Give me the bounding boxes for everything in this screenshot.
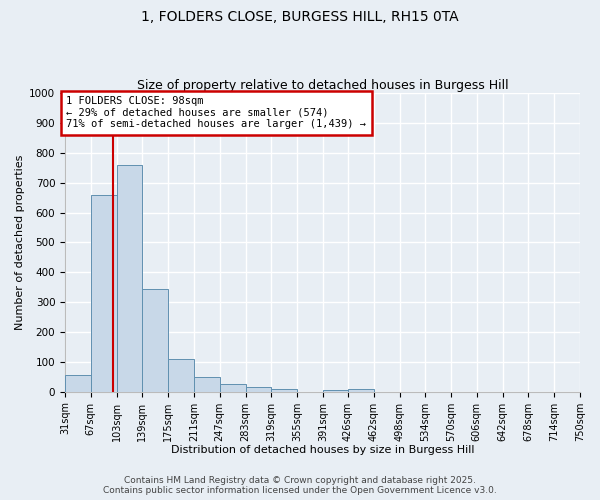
Bar (245, 388, 271, 392)
Bar (116, 165, 142, 392)
Text: Contains HM Land Registry data © Crown copyright and database right 2025.
Contai: Contains HM Land Registry data © Crown c… (103, 476, 497, 495)
Bar (220, 384, 245, 392)
Text: 1, FOLDERS CLOSE, BURGESS HILL, RH15 0TA: 1, FOLDERS CLOSE, BURGESS HILL, RH15 0TA (141, 10, 459, 24)
Title: Size of property relative to detached houses in Burgess Hill: Size of property relative to detached ho… (137, 79, 508, 92)
Bar (271, 389, 297, 392)
Bar (91, 194, 116, 392)
Bar (323, 390, 348, 392)
Bar (65, 376, 91, 392)
Bar (194, 377, 220, 392)
Bar (348, 389, 374, 392)
Bar (142, 288, 168, 392)
Bar (168, 359, 194, 392)
Y-axis label: Number of detached properties: Number of detached properties (15, 155, 25, 330)
X-axis label: Distribution of detached houses by size in Burgess Hill: Distribution of detached houses by size … (171, 445, 474, 455)
Text: 1 FOLDERS CLOSE: 98sqm
← 29% of detached houses are smaller (574)
71% of semi-de: 1 FOLDERS CLOSE: 98sqm ← 29% of detached… (67, 96, 367, 130)
